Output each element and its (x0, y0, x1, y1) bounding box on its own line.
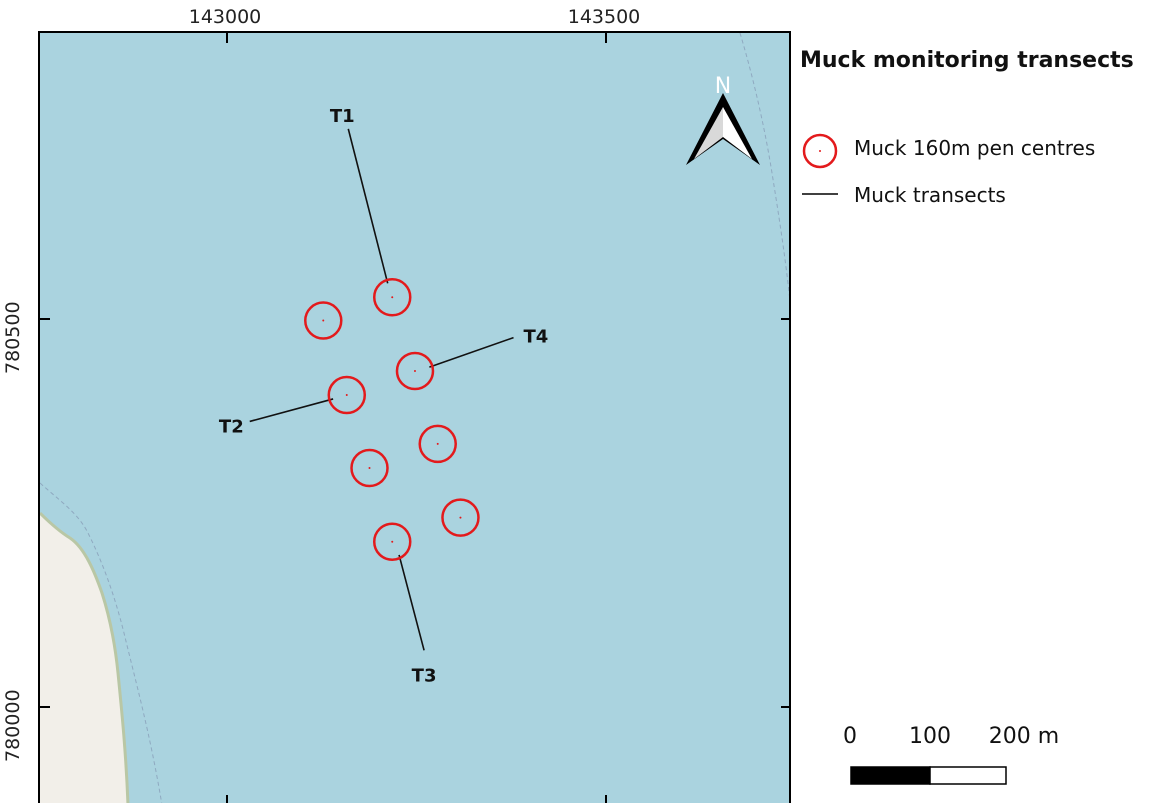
depth-contour-east (739, 33, 789, 297)
scalebar-label-100: 100 (909, 724, 951, 749)
legend-title: Muck monitoring transects (800, 48, 1134, 73)
transect-legend-icon (802, 193, 838, 195)
pen-centre-6[interactable] (350, 448, 389, 488)
transect-line-t1[interactable] (347, 128, 389, 284)
north-label: N (715, 74, 731, 99)
pen-centre-3[interactable] (395, 351, 435, 391)
map-frame[interactable]: T1 T2 T3 T4 N (38, 31, 791, 803)
land-area (40, 513, 128, 803)
pen-centre-7[interactable] (441, 498, 480, 537)
y-tick-780500: 780500 (2, 301, 24, 374)
pen-centre-8[interactable] (372, 522, 412, 561)
pen-centre-layer (304, 278, 480, 561)
pen-centre-4[interactable] (327, 375, 367, 415)
transect-label-t1: T1 (330, 106, 355, 127)
map-canvas[interactable]: T1 T2 T3 T4 N (40, 33, 791, 803)
scalebar (850, 766, 1007, 785)
north-arrow-icon: N (686, 74, 760, 165)
legend-panel: Muck monitoring transects Muck 160m pen … (793, 31, 1151, 803)
depth-contour (40, 482, 163, 803)
scalebar-label-200: 200 m (988, 724, 1060, 749)
water-area (40, 33, 789, 803)
legend-label-pen-centres: Muck 160m pen centres (854, 136, 1096, 160)
scalebar-label-0: 0 (843, 724, 857, 749)
legend-label-transects: Muck transects (854, 183, 1006, 207)
coastline (40, 511, 130, 803)
y-tick-780000: 780000 (2, 689, 24, 762)
transect-layer (249, 128, 514, 651)
x-tick-143500: 143500 (567, 6, 641, 28)
transect-label-t3: T3 (412, 665, 437, 686)
transect-line-t4[interactable] (429, 336, 514, 368)
pen-centre-2[interactable] (304, 301, 343, 340)
transect-label-t2: T2 (219, 416, 244, 437)
transect-line-t2[interactable] (249, 398, 334, 423)
pen-centre-1[interactable] (372, 278, 412, 317)
x-tick-143000: 143000 (188, 6, 262, 28)
tick-marks (40, 33, 789, 803)
transect-line-t3[interactable] (398, 554, 425, 651)
pen-centre-5[interactable] (418, 424, 457, 464)
transect-label-t4: T4 (524, 327, 549, 348)
pen-centre-legend-icon (802, 133, 838, 169)
